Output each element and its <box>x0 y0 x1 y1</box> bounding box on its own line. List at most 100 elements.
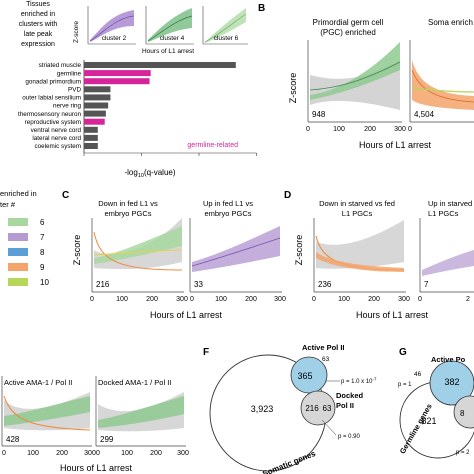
panel-e: Active AMA-1 / Pol II Docked AMA-1 / Pol… <box>1 376 189 473</box>
bar-7 <box>84 118 105 125</box>
bar-label-0: striated muscle <box>39 62 82 69</box>
active-pol-ii-circle-g <box>429 360 474 406</box>
panel-b-letter: B <box>258 3 265 14</box>
panel-a-title-line-1: Tissues <box>26 1 50 8</box>
panel-a-title-line-5: expression <box>21 41 55 48</box>
panel-d-tick-5: 0 <box>418 296 422 303</box>
legend-label-8: 8 <box>40 248 45 257</box>
bar-xlabel: -log10(q-value) <box>124 168 175 179</box>
inset-ylabel: Z-score <box>73 21 80 43</box>
panel-a-title-line-2: enriched in <box>21 11 55 18</box>
panel-e-tick-3: 200 <box>56 450 68 457</box>
bar-6 <box>84 110 106 117</box>
panel-b-tick-0b: 0 <box>408 126 412 133</box>
bar-label-3: PVD <box>68 87 81 94</box>
bar-3 <box>84 86 111 93</box>
panel-e-tick-6: 100 <box>121 450 133 457</box>
docked-pol-ii-circle <box>300 390 336 426</box>
panel-g-count-8: 8 <box>460 409 465 418</box>
legend-label-6: 6 <box>40 218 45 227</box>
panel-d-tick-1: 0 <box>312 296 316 303</box>
panel-c: C Down in fed L1 vs embryo PGCs Up in fe… <box>62 190 286 320</box>
panel-g-count-382: 382 <box>444 377 459 387</box>
inset-cluster-6-label: cluster 6 <box>214 35 239 42</box>
panel-c-plot-2: 33 <box>189 218 282 293</box>
germline-related-label: germline-related <box>187 142 238 149</box>
bar-label-7: reproductive system <box>25 119 81 126</box>
bar-2 <box>84 78 150 85</box>
inset-cluster-2-label: cluster 2 <box>102 35 127 42</box>
panel-e-tick-7: 200 <box>150 450 162 457</box>
bar-x-ticks <box>83 152 257 156</box>
bar-marks <box>84 62 236 149</box>
panel-c-ylabel: Z-score <box>72 235 82 266</box>
panel-b-tick-100: 100 <box>333 126 345 133</box>
panel-b-tick-200: 200 <box>364 126 376 133</box>
panel-d-tick-4: 300 <box>398 296 410 303</box>
panel-d-title-2-line-2: L1 PGCs <box>428 209 459 218</box>
panel-b-plot-1: 948 <box>307 40 402 123</box>
legend-swatch-10 <box>8 278 28 286</box>
panel-c-tick-4: 300 <box>176 296 188 303</box>
cluster-legend: enriched in ter # 6 7 8 9 10 <box>0 189 49 287</box>
panel-d-plot-2: 7 <box>419 218 474 293</box>
panel-c-tick-5: 0 <box>190 296 194 303</box>
panel-e-tick-1: 0 <box>2 450 6 457</box>
panel-c-tick-6: 100 <box>215 296 227 303</box>
panel-d-letter: D <box>284 190 291 201</box>
bar-label-4: outer labial sensilium <box>22 95 81 102</box>
panel-g-germline-only: 821 <box>421 416 436 426</box>
inset-cluster-4: cluster 4 <box>145 6 194 45</box>
panel-c-letter: C <box>62 190 69 201</box>
legend-title-line-2: ter # <box>0 200 16 209</box>
panel-d-count-2: 7 <box>424 280 429 289</box>
panel-b-xlabel: Hours of L1 arrest <box>359 140 432 150</box>
active-p-value-exp: -7 <box>373 377 377 382</box>
panel-e-tick-4: 300 <box>84 450 96 457</box>
panel-g-count-46: 46 <box>414 371 422 378</box>
docked-pol-ii-circle-g <box>453 395 474 429</box>
panel-b-count-2: 4,504 <box>414 110 435 119</box>
panel-e-title-2: Docked AMA-1 / Pol II <box>98 378 171 387</box>
panel-b-title-1-line-2: (PGC) enriched <box>320 28 376 37</box>
active-p-value: p = 1.0 x 10-7 <box>341 377 377 386</box>
panel-c-plot-1: 216 <box>91 218 184 293</box>
panel-g-p-value-2: p = 2 <box>456 450 470 456</box>
legend-label-7: 7 <box>40 233 45 242</box>
panel-c-title-1-line-1: Down in fed L1 vs <box>98 199 158 208</box>
bar-xlabel-main: -log <box>124 168 137 177</box>
panel-a-title-line-4: late peak <box>24 31 53 38</box>
panel-g-letter: G <box>399 347 407 358</box>
panel-d: D Down in starved vs fed L1 PGCs Up in s… <box>284 190 474 320</box>
panel-f-letter: F <box>203 347 209 358</box>
panel-d-tick-3: 200 <box>368 296 380 303</box>
panel-e-tick-8: 300 <box>177 450 189 457</box>
panel-e-plot-1: 428 <box>1 376 92 447</box>
legend-swatch-7 <box>8 233 28 241</box>
bar-8 <box>84 126 98 133</box>
panel-c-count-2: 33 <box>194 280 203 289</box>
bar-label-8: ventral nerve cord <box>31 127 82 134</box>
panel-e-count-2: 299 <box>100 435 114 444</box>
bar-10 <box>84 143 98 149</box>
docked-pol-ii-label-2: Pol II <box>336 401 354 410</box>
panel-c-count-1: 216 <box>96 280 110 289</box>
panel-c-tick-7: 200 <box>245 296 257 303</box>
legend-swatch-6 <box>8 218 28 226</box>
panel-b-ylabel: Z-score <box>288 73 298 104</box>
legend-swatch-9 <box>8 263 28 271</box>
panel-c-tick-1: 0 <box>90 296 94 303</box>
active-pol-ii-circle <box>290 356 328 394</box>
panel-c-tick-3: 200 <box>146 296 158 303</box>
bar-label-1: germline <box>57 70 82 77</box>
active-only-count: 63 <box>322 356 330 363</box>
panel-e-count-1: 428 <box>6 435 20 444</box>
panel-g: G Active Po 46 p = 1 382 821 8 p = 2 Ger… <box>398 347 474 459</box>
panel-b: B Primordial germ cell (PGC) enriched So… <box>258 3 474 150</box>
panel-e-tick-2: 100 <box>27 450 39 457</box>
bar-5 <box>84 102 109 109</box>
panel-g-active-label: Active Po <box>431 355 466 364</box>
panel-d-tick-2: 100 <box>338 296 350 303</box>
